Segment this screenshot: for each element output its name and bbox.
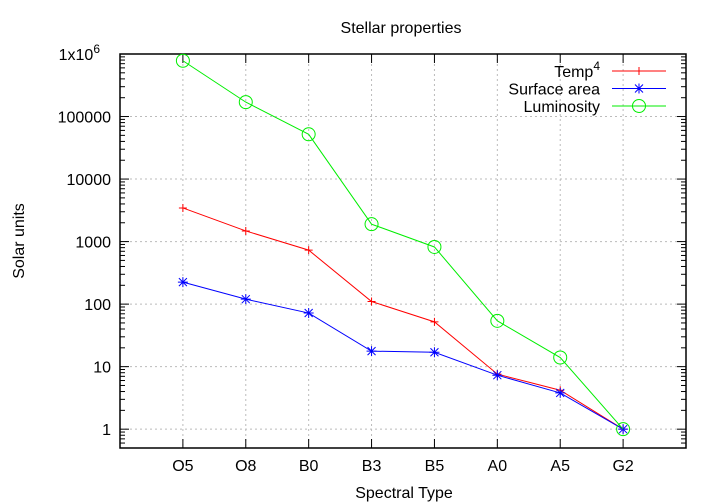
- x-tick-label: A5: [550, 458, 570, 475]
- star-marker: [555, 387, 566, 398]
- series-temp: [178, 203, 628, 434]
- circle-marker: [175, 53, 190, 68]
- plus-marker: [367, 297, 376, 306]
- plus-marker: [178, 203, 187, 212]
- star-marker: [618, 424, 629, 435]
- plus-marker: [241, 226, 250, 235]
- star-marker: [177, 277, 188, 288]
- x-tick-label: O8: [235, 458, 256, 475]
- plus-marker: [635, 67, 643, 75]
- circle-marker: [616, 422, 631, 437]
- series-line: [182, 60, 624, 430]
- circle-marker: [364, 217, 379, 232]
- series-luminosity: [175, 53, 631, 437]
- star-marker: [634, 83, 644, 94]
- circle-marker: [427, 239, 442, 254]
- circle-marker: [490, 313, 505, 328]
- circle-marker: [301, 127, 316, 142]
- x-axis-label: Spectral Type: [355, 485, 453, 502]
- chart-title: Stellar properties: [341, 20, 462, 37]
- star-marker: [429, 347, 440, 358]
- axes: 1 10 100 1000 10000 100000 1x106 O5 O8 B0 B3 B5 A0 A5…: [58, 42, 687, 475]
- legend-label: Temp4: [554, 59, 600, 81]
- y-tick-label: 100: [84, 297, 111, 314]
- series-line: [182, 281, 624, 430]
- x-tick-label: B3: [362, 458, 382, 475]
- circle-marker: [632, 99, 646, 113]
- plot-frame: [119, 53, 687, 449]
- circle-marker: [553, 350, 568, 365]
- y-axis-label: Solar units: [11, 203, 28, 279]
- y-tick-label: 1000: [75, 235, 111, 252]
- y-tick-label: 1x106: [59, 42, 101, 64]
- legend-label: Luminosity: [524, 99, 600, 116]
- plus-marker: [430, 317, 439, 326]
- star-marker: [303, 308, 314, 319]
- x-tick-label: B5: [425, 458, 445, 475]
- series-group: [175, 53, 631, 437]
- y-tick-label: 10: [93, 360, 111, 377]
- y-tick-label: 10000: [67, 172, 112, 189]
- plus-marker: [304, 246, 313, 255]
- y-tick-label: 1: [102, 422, 111, 439]
- legend-label: Surface area: [508, 82, 600, 99]
- y-tick-label: 100000: [58, 110, 111, 127]
- series-surface-area: [177, 277, 629, 435]
- circle-marker: [238, 95, 253, 110]
- series-line: [182, 207, 624, 430]
- star-marker: [240, 294, 251, 305]
- x-tick-label: B0: [299, 458, 319, 475]
- grid: [120, 53, 686, 448]
- star-marker: [366, 346, 377, 357]
- x-tick-label: O5: [172, 458, 193, 475]
- x-tick-label: A0: [488, 458, 508, 475]
- x-tick-label: G2: [612, 458, 633, 475]
- star-marker: [492, 370, 503, 381]
